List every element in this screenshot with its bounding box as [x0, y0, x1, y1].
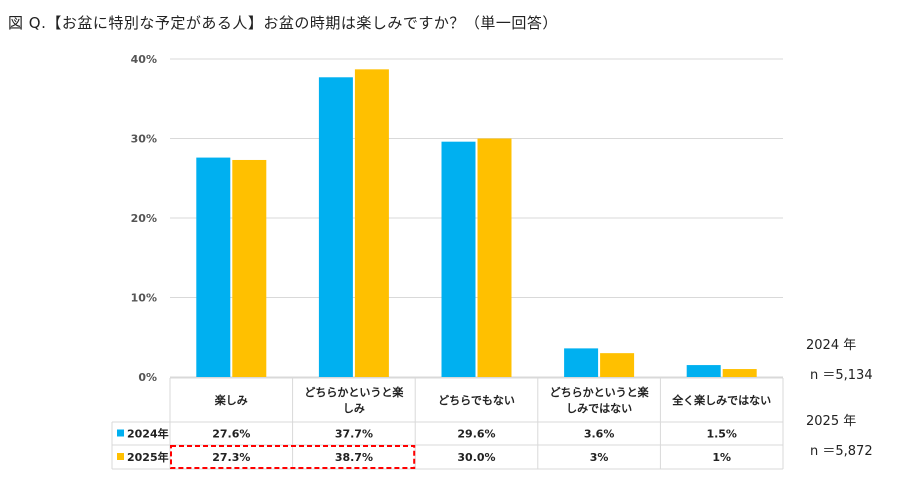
y-tick-label: 10% [131, 292, 157, 305]
data-label: 30.0% [457, 451, 495, 464]
note-n-2024: n ＝5,134 [810, 368, 873, 383]
category-label: しみではない [566, 402, 632, 415]
data-label: 37.7% [335, 428, 373, 441]
bar-2024 [318, 77, 353, 377]
bar-2024 [686, 365, 721, 377]
note-year-2024: 2024 年 [806, 338, 857, 353]
bar-2025 [600, 353, 635, 377]
note-n-2025: n ＝5,872 [810, 444, 873, 459]
data-label: 3.6% [584, 428, 615, 441]
data-label: 1% [712, 451, 731, 464]
chart-title: 図 Q.【お盆に特別な予定がある人】お盆の時期は楽しみですか？（単一回答） [8, 14, 558, 32]
category-label: どちらかというと楽 [550, 385, 650, 399]
category-label: 楽しみ [214, 393, 248, 407]
legend-swatch-2025 [117, 453, 124, 460]
bar-2025 [722, 369, 757, 377]
y-tick-label: 0% [138, 371, 157, 384]
category-label: どちらかというと楽 [304, 385, 404, 399]
y-tick-label: 20% [131, 212, 157, 225]
y-tick-label: 30% [131, 133, 157, 146]
data-label: 1.5% [706, 428, 737, 441]
bar-2025 [354, 69, 389, 378]
data-label: 38.7% [335, 451, 373, 464]
legend-label-2025: 2025年 [127, 450, 169, 464]
legend-label-2024: 2024年 [127, 427, 169, 441]
data-label: 3% [590, 451, 609, 464]
highlight-box [170, 445, 416, 469]
bar-2025 [477, 138, 512, 377]
bar-2025 [232, 159, 267, 377]
bar-2024 [441, 141, 476, 377]
data-label: 27.6% [212, 428, 250, 441]
data-label: 29.6% [457, 428, 495, 441]
legend-swatch-2024 [117, 429, 124, 437]
category-label: どちらでもない [438, 394, 515, 407]
data-label: 27.3% [212, 451, 250, 464]
bar-2024 [196, 157, 231, 377]
category-label: しみ [343, 402, 365, 415]
bar-2024 [564, 348, 599, 377]
note-year-2025: 2025 年 [806, 414, 857, 429]
category-label: 全く楽しみではない [671, 393, 771, 407]
y-tick-label: 40% [131, 53, 157, 66]
